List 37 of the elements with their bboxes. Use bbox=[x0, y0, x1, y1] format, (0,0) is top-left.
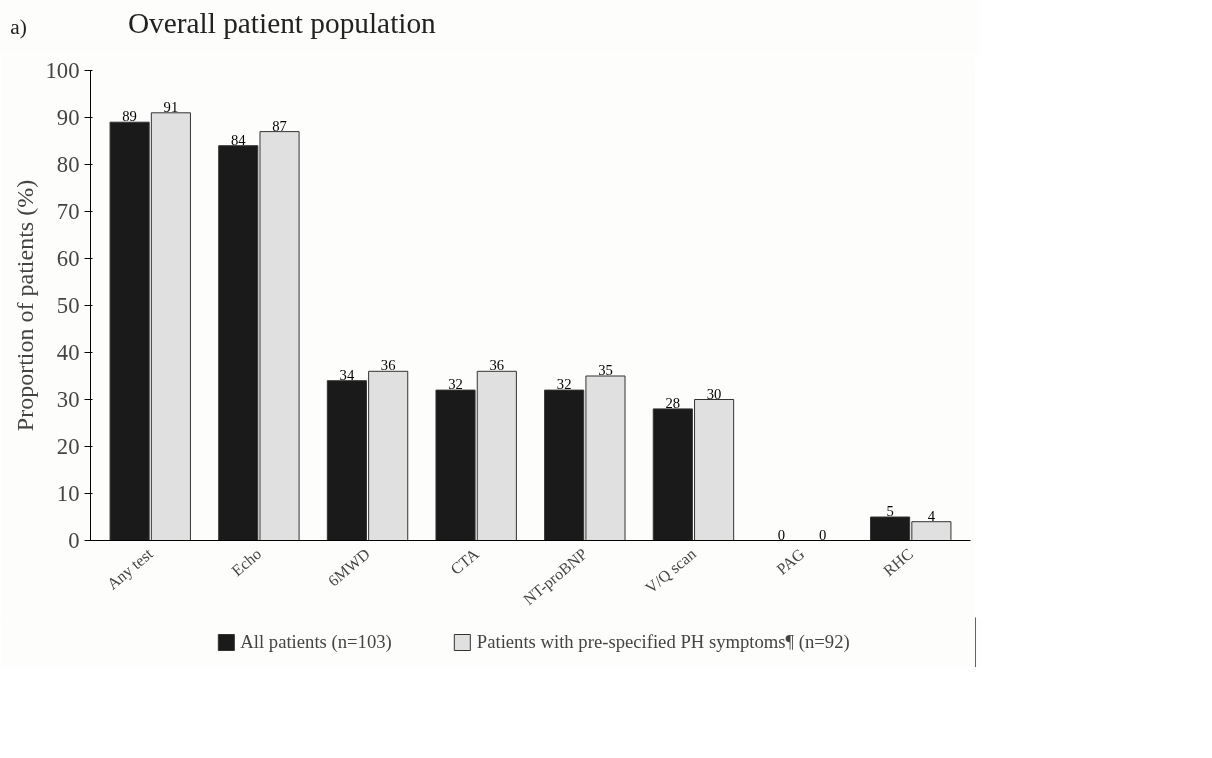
data-label: 36 bbox=[380, 357, 396, 374]
data-label: 87 bbox=[272, 117, 287, 134]
y-tick-label: 80 bbox=[56, 152, 80, 177]
y-tick-label: 60 bbox=[56, 246, 80, 271]
x-tick-label: CTA bbox=[447, 544, 482, 578]
data-label: 0 bbox=[819, 526, 827, 543]
data-label: 32 bbox=[556, 376, 572, 393]
legend-label: All patients (n=103) bbox=[240, 631, 392, 653]
data-label: 5 bbox=[886, 503, 894, 519]
y-tick-label: 40 bbox=[56, 340, 80, 365]
data-label: 89 bbox=[122, 108, 137, 125]
data-label: 84 bbox=[230, 131, 247, 148]
x-tick-label: PAG bbox=[773, 544, 808, 578]
y-tick-label: 10 bbox=[56, 481, 80, 506]
data-label: 35 bbox=[598, 362, 613, 378]
data-label: 36 bbox=[489, 357, 505, 374]
x-tick-label: Any test bbox=[103, 544, 157, 594]
legend-label: Patients with pre-specified PH symptoms¶ (n=92) bbox=[476, 631, 850, 653]
data-label: 34 bbox=[339, 366, 355, 383]
data-label: 28 bbox=[665, 394, 681, 411]
x-tick-label: Echo bbox=[228, 545, 265, 580]
y-tick-label: 50 bbox=[56, 293, 80, 318]
y-tick-label: 100 bbox=[45, 58, 80, 83]
text: a) bbox=[10, 15, 27, 39]
data-label: 91 bbox=[163, 98, 179, 115]
y-tick-label: 70 bbox=[56, 199, 80, 224]
y-tick-label: 0 bbox=[68, 528, 80, 553]
y-tick-label: 30 bbox=[56, 387, 80, 412]
data-label: 32 bbox=[448, 376, 463, 393]
data-label: 4 bbox=[927, 507, 936, 524]
data-label: 30 bbox=[706, 385, 722, 402]
data-label: 0 bbox=[777, 526, 786, 543]
chart-title: Overall patient population bbox=[127, 7, 437, 39]
y-tick-label: 20 bbox=[56, 434, 80, 459]
y-tick-label: 90 bbox=[56, 105, 80, 130]
x-tick-label: V/Q scan bbox=[642, 545, 699, 597]
y-axis-title: Proportion of patients (%) bbox=[11, 179, 38, 432]
